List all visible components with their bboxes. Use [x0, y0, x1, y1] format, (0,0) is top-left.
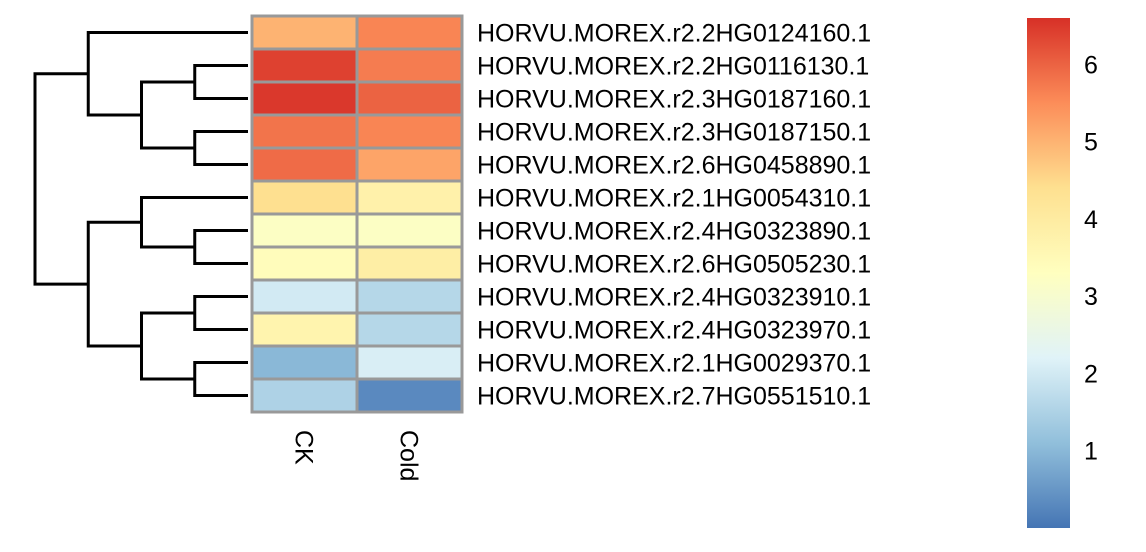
row-label: HORVU.MOREX.r2.4HG0323910.1: [477, 284, 871, 312]
column-labels: CK Cold: [290, 430, 423, 481]
heatmap-cell: [250, 212, 359, 249]
dendrogram-branch: [193, 295, 248, 331]
dendrogram-branch: [193, 130, 248, 166]
row-dendrogram: [33, 31, 248, 397]
row-label: HORVU.MOREX.r2.2HG0124160.1: [477, 20, 871, 48]
heatmap-cell: [355, 212, 464, 249]
dendrogram-branch: [193, 229, 248, 265]
color-legend: 1 2 3 4 5 6: [1027, 18, 1098, 528]
heatmap-cell: [355, 146, 464, 183]
row-label: HORVU.MOREX.r2.2HG0116130.1: [477, 53, 869, 81]
heatmap-cell: [355, 14, 464, 51]
heatmap-cell: [355, 113, 464, 150]
row-label: HORVU.MOREX.r2.4HG0323970.1: [477, 317, 871, 345]
heatmap-cell: [355, 179, 464, 216]
column-label: CK: [290, 430, 318, 465]
heatmap-cell: [355, 311, 464, 348]
row-label: HORVU.MOREX.r2.1HG0029370.1: [477, 350, 871, 378]
heatmap-cell: [250, 344, 359, 381]
dendrogram-branch: [193, 361, 248, 397]
heatmap-cell: [250, 311, 359, 348]
heatmap-cell: [250, 80, 359, 117]
row-label: HORVU.MOREX.r2.3HG0187160.1: [477, 86, 871, 114]
dendrogram-branch: [86, 220, 142, 348]
heatmap-cell: [355, 344, 464, 381]
heatmap-cell: [355, 245, 464, 282]
legend-tick-label: 1: [1084, 438, 1098, 466]
legend-tick-label: 4: [1084, 206, 1098, 234]
heatmap-cell: [250, 14, 359, 51]
heatmap-cell: [355, 278, 464, 315]
dendrogram-branch: [193, 64, 248, 100]
heatmap-cell: [355, 47, 464, 84]
dendrogram-branch: [33, 72, 89, 286]
heatmap-cell: [250, 146, 359, 183]
heatmap-cell: [355, 377, 464, 414]
row-label: HORVU.MOREX.r2.3HG0187150.1: [477, 119, 871, 147]
row-label: HORVU.MOREX.r2.6HG0505230.1: [477, 251, 871, 279]
column-label: Cold: [395, 430, 423, 481]
heatmap-cell: [250, 245, 359, 282]
heatmap-cell: [250, 113, 359, 150]
row-labels: HORVU.MOREX.r2.2HG0124160.1 HORVU.MOREX.r…: [477, 20, 871, 411]
legend-tick-label: 5: [1084, 129, 1098, 157]
heatmap-cells: [250, 14, 464, 414]
heatmap-cell: [250, 278, 359, 315]
heatmap-cell: [250, 179, 359, 216]
dendrogram-branch: [140, 80, 195, 150]
row-label: HORVU.MOREX.r2.1HG0054310.1: [477, 185, 871, 213]
heatmap-cell: [355, 80, 464, 117]
row-label: HORVU.MOREX.r2.4HG0323890.1: [477, 218, 871, 246]
row-label: HORVU.MOREX.r2.7HG0551510.1: [477, 383, 871, 411]
legend-tick-label: 3: [1084, 283, 1098, 311]
dendrogram-branch: [86, 31, 248, 117]
legend-tick-label: 6: [1084, 51, 1098, 79]
heatmap-cell: [250, 47, 359, 84]
legend-tick-label: 2: [1084, 360, 1098, 388]
row-label: HORVU.MOREX.r2.6HG0458890.1: [477, 152, 871, 180]
dendrogram-branch: [140, 311, 195, 381]
heatmap-cell: [250, 377, 359, 414]
color-legend-bar: [1027, 18, 1070, 528]
